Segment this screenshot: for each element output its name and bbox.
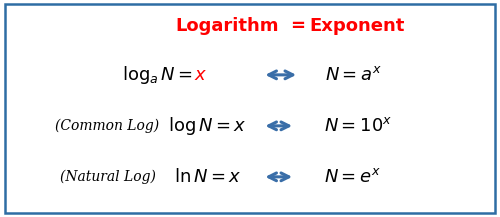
Text: $x$: $x$ — [194, 66, 207, 84]
Text: (Natural Log): (Natural Log) — [60, 170, 156, 184]
Text: $N = a^{x}$: $N = a^{x}$ — [325, 66, 382, 84]
Text: Logarithm: Logarithm — [176, 17, 279, 35]
Text: $\log N = x$: $\log N = x$ — [168, 115, 247, 137]
Text: Exponent: Exponent — [310, 17, 405, 35]
Text: $N = e^{x}$: $N = e^{x}$ — [324, 168, 381, 186]
Text: (Common Log): (Common Log) — [56, 119, 160, 133]
Text: $N = 10^{x}$: $N = 10^{x}$ — [324, 117, 392, 135]
Text: $\log_{a} N = $: $\log_{a} N = $ — [122, 64, 192, 86]
Text: =: = — [290, 17, 305, 35]
Text: $\ln N = x$: $\ln N = x$ — [174, 168, 242, 186]
